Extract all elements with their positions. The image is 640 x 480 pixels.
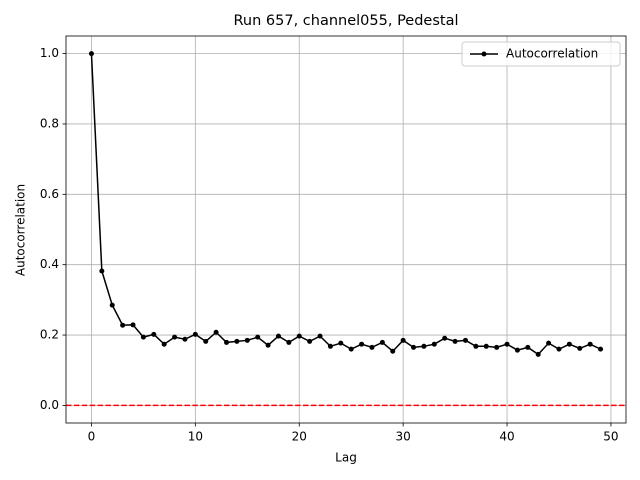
legend-marker — [481, 51, 487, 57]
data-point — [400, 337, 406, 343]
data-point — [130, 322, 136, 328]
data-point — [99, 268, 105, 274]
data-point — [192, 331, 198, 337]
data-point — [234, 338, 240, 344]
data-point — [504, 341, 510, 347]
data-point — [213, 329, 219, 335]
chart-title: Run 657, channel055, Pedestal — [233, 13, 458, 29]
data-point — [244, 337, 250, 343]
data-point — [494, 344, 500, 350]
y-tick-label: 0.6 — [40, 187, 59, 201]
x-tick-label: 40 — [499, 430, 514, 444]
data-point — [369, 344, 375, 350]
data-point — [88, 51, 94, 57]
data-point — [348, 346, 354, 352]
data-point — [462, 337, 468, 343]
data-point — [535, 351, 541, 357]
data-point — [556, 346, 562, 352]
x-tick-label: 20 — [292, 430, 307, 444]
data-point — [587, 341, 593, 347]
data-point — [151, 331, 157, 337]
data-point — [452, 338, 458, 344]
data-point — [255, 334, 261, 340]
legend-label: Autocorrelation — [506, 47, 598, 61]
data-point — [120, 322, 126, 328]
data-point — [296, 333, 302, 339]
data-point — [359, 341, 365, 347]
data-point — [473, 343, 479, 349]
x-tick-label: 50 — [603, 430, 618, 444]
data-point — [411, 344, 417, 350]
y-tick-label: 1.0 — [40, 46, 59, 60]
data-point — [265, 342, 271, 348]
data-point — [109, 302, 115, 308]
legend-box — [461, 41, 621, 67]
data-point — [598, 346, 604, 352]
data-point — [338, 340, 344, 346]
data-point — [390, 348, 396, 354]
data-point — [525, 344, 531, 350]
data-point — [379, 339, 385, 345]
y-tick-label: 0.2 — [40, 328, 59, 342]
x-tick-label: 10 — [188, 430, 203, 444]
data-point — [182, 336, 188, 342]
data-point — [577, 345, 583, 351]
data-point — [140, 334, 146, 340]
data-point — [203, 338, 209, 344]
data-point — [483, 343, 489, 349]
data-point — [286, 339, 292, 345]
data-point — [327, 343, 333, 349]
data-point — [307, 338, 313, 344]
data-point — [431, 341, 437, 347]
data-point — [172, 334, 178, 340]
y-tick-label: 0.0 — [40, 398, 59, 412]
y-tick-label: 0.8 — [40, 116, 59, 130]
y-tick-label: 0.4 — [40, 257, 59, 271]
data-point — [224, 339, 230, 345]
data-point — [317, 333, 323, 339]
x-axis-label: Lag — [335, 451, 357, 465]
plot-frame — [65, 35, 627, 424]
data-point — [161, 341, 167, 347]
data-point — [546, 340, 552, 346]
x-tick-label: 0 — [88, 430, 96, 444]
data-point — [421, 343, 427, 349]
data-point — [275, 333, 281, 339]
data-point — [514, 347, 520, 353]
x-tick-label: 30 — [396, 430, 411, 444]
y-axis-label: Autocorrelation — [14, 184, 28, 276]
data-point — [442, 335, 448, 341]
data-point — [566, 341, 572, 347]
